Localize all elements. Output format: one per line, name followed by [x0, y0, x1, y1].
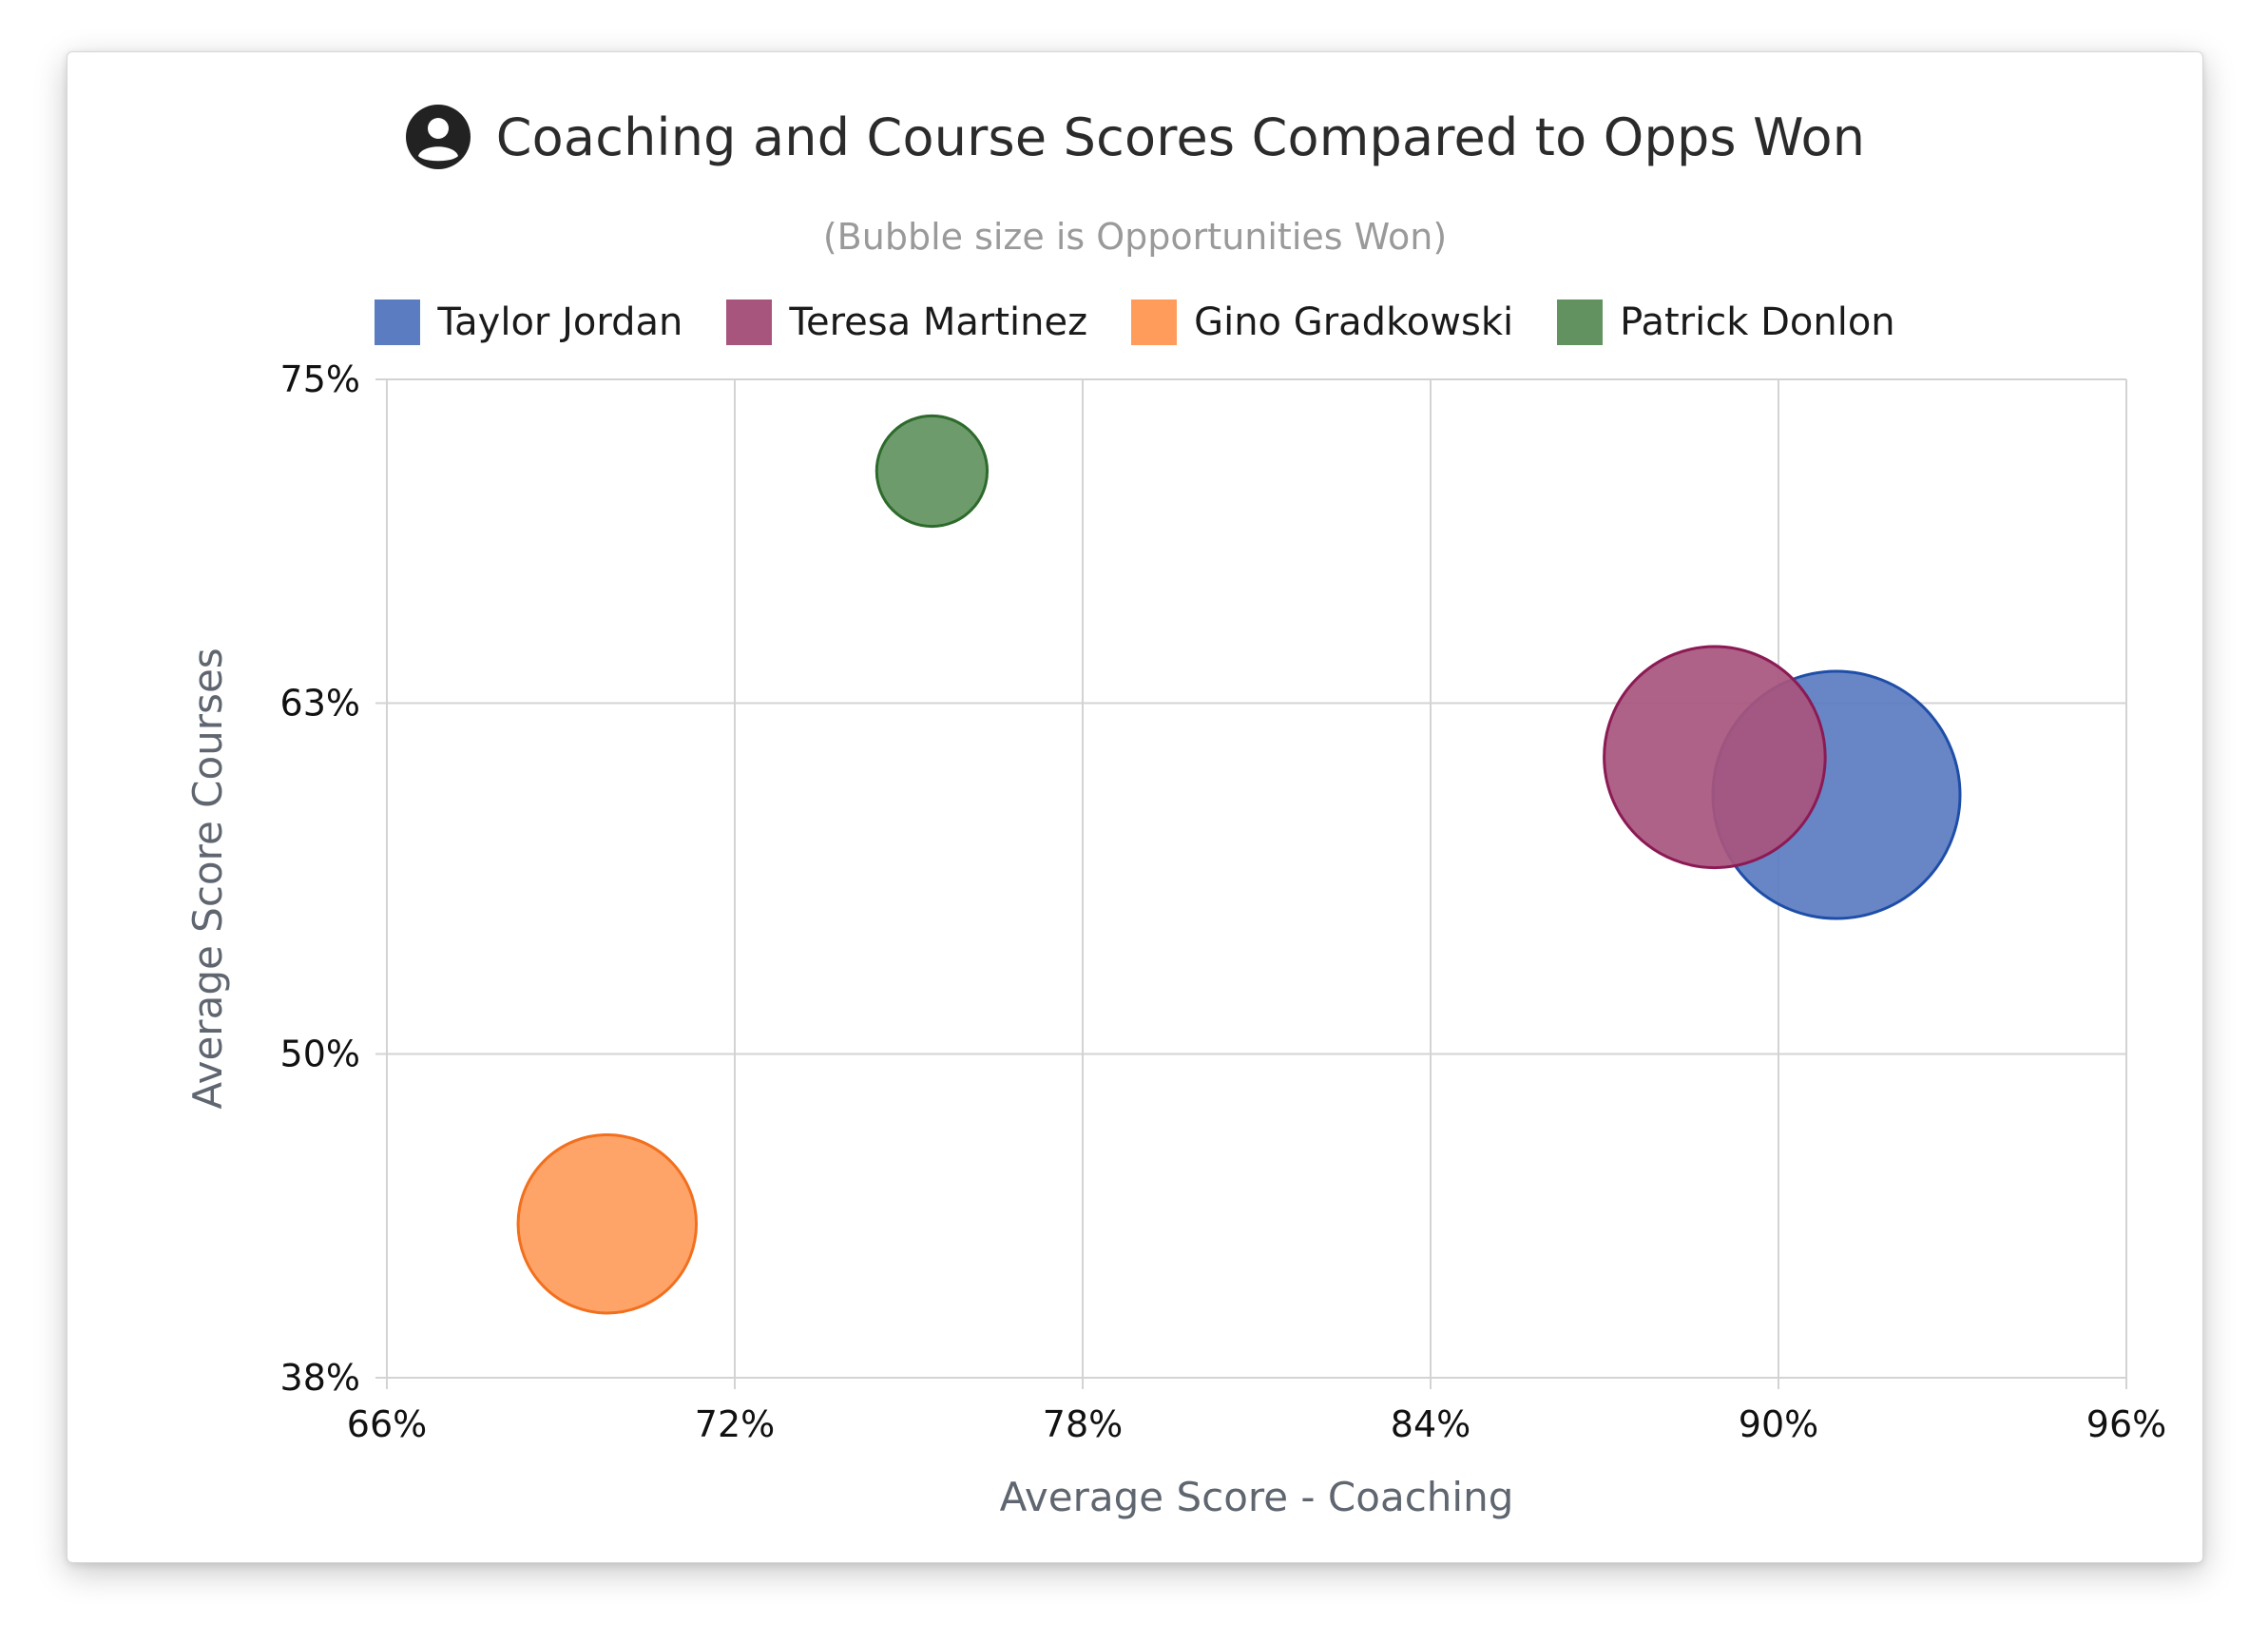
x-axis-title: Average Score - Coaching	[1000, 1474, 1514, 1520]
y-tick-label: 75%	[280, 358, 360, 400]
bubble-patrick-donlon[interactable]	[875, 414, 990, 529]
chart-title: Coaching and Course Scores Compared to O…	[495, 106, 1866, 167]
legend-label-teresa-martinez: Teresa Martinez	[789, 300, 1088, 344]
x-tick-label: 66%	[347, 1403, 427, 1445]
bubble-series	[516, 414, 1962, 1315]
x-tick-label: 90%	[1739, 1403, 1818, 1445]
legend-label-gino-gradkowski: Gino Gradkowski	[1194, 300, 1514, 344]
chart-card: Coaching and Course Scores Compared to O…	[67, 51, 2203, 1563]
legend-item-teresa-martinez[interactable]: Teresa Martinez	[726, 300, 1087, 345]
bubble-gino-gradkowski[interactable]	[516, 1132, 699, 1315]
legend-swatch-patrick-donlon	[1557, 300, 1604, 345]
y-tick-label: 38%	[280, 1357, 360, 1399]
legend-label-taylor-jordan: Taylor Jordan	[437, 300, 683, 344]
x-tick-label: 96%	[2086, 1403, 2166, 1445]
legend-item-patrick-donlon[interactable]: Patrick Donlon	[1557, 300, 1895, 345]
legend-label-patrick-donlon: Patrick Donlon	[1620, 300, 1895, 344]
chart-subtitle: (Bubble size is Opportunities Won)	[822, 216, 1448, 258]
gridlines	[375, 378, 2127, 1389]
person-circle-icon	[405, 105, 471, 169]
x-tick-label: 84%	[1391, 1403, 1470, 1445]
bubble-chart: 66% 72% 78% 84% 90% 96% 75% 63% 50% 38% Average S…	[184, 358, 2167, 1520]
y-axis-title: Average Score Courses	[184, 648, 231, 1109]
bubble-teresa-martinez[interactable]	[1603, 645, 1827, 870]
axis-ticks: 66% 72% 78% 84% 90% 96% 75% 63% 50% 38%	[280, 358, 2167, 1445]
legend-swatch-taylor-jordan	[375, 300, 421, 345]
y-tick-label: 50%	[280, 1033, 360, 1074]
legend-swatch-gino-gradkowski	[1131, 300, 1178, 345]
chart-header: Coaching and Course Scores Compared to O…	[67, 94, 2202, 180]
chart-legend: Taylor Jordan Teresa Martinez Gino Gradk…	[67, 292, 2202, 353]
legend-item-taylor-jordan[interactable]: Taylor Jordan	[375, 300, 682, 345]
x-tick-label: 78%	[1043, 1403, 1123, 1445]
x-tick-label: 72%	[695, 1403, 775, 1445]
y-tick-label: 63%	[280, 683, 360, 725]
legend-item-gino-gradkowski[interactable]: Gino Gradkowski	[1131, 300, 1513, 345]
legend-swatch-teresa-martinez	[726, 300, 773, 345]
